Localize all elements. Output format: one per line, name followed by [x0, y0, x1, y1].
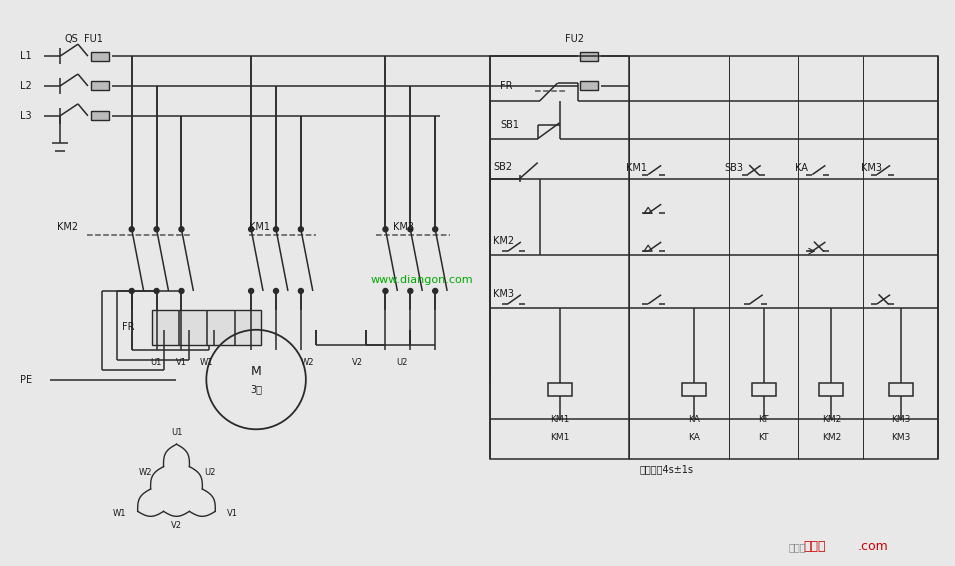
Bar — [91, 112, 109, 121]
Text: KA: KA — [795, 162, 808, 173]
Circle shape — [179, 289, 184, 293]
Text: W1: W1 — [113, 509, 126, 518]
Circle shape — [383, 289, 388, 293]
Text: V2: V2 — [352, 358, 363, 367]
Circle shape — [248, 227, 254, 231]
Text: KM2: KM2 — [821, 433, 841, 441]
Text: L1: L1 — [20, 51, 32, 61]
Text: 整定时间4s±1s: 整定时间4s±1s — [639, 464, 693, 474]
Text: FU2: FU2 — [564, 34, 584, 44]
Text: KA: KA — [688, 433, 700, 441]
Text: 接线图: 接线图 — [803, 540, 826, 553]
Bar — [682, 383, 706, 396]
Text: W2: W2 — [301, 358, 314, 367]
Bar — [819, 383, 843, 396]
Text: KM1: KM1 — [550, 415, 569, 424]
Text: U1: U1 — [150, 358, 161, 367]
Text: V1: V1 — [176, 358, 187, 367]
Circle shape — [248, 289, 254, 293]
Bar — [581, 82, 599, 91]
Text: KM3: KM3 — [393, 222, 414, 232]
Circle shape — [129, 227, 135, 231]
Text: V1: V1 — [227, 509, 238, 518]
Text: KM3: KM3 — [860, 162, 881, 173]
Text: U1: U1 — [171, 428, 182, 437]
Text: U2: U2 — [396, 358, 408, 367]
Circle shape — [298, 289, 304, 293]
Text: KM2: KM2 — [57, 222, 78, 232]
Circle shape — [433, 289, 437, 293]
Text: W1: W1 — [200, 358, 213, 367]
Text: www.diangon.com: www.diangon.com — [371, 275, 473, 285]
Text: W2: W2 — [139, 468, 153, 477]
Text: PE: PE — [20, 375, 32, 384]
Text: M: M — [251, 365, 262, 378]
Circle shape — [154, 227, 159, 231]
Text: 接线图: 接线图 — [789, 542, 806, 552]
Bar — [581, 52, 599, 61]
Circle shape — [433, 227, 437, 231]
Text: .com: .com — [859, 540, 889, 553]
Text: KT: KT — [758, 433, 769, 441]
Text: KM1: KM1 — [626, 162, 647, 173]
Circle shape — [298, 227, 304, 231]
Text: SB3: SB3 — [724, 162, 743, 173]
Text: L2: L2 — [20, 81, 32, 91]
Bar — [91, 82, 109, 91]
Circle shape — [129, 289, 135, 293]
Circle shape — [273, 227, 279, 231]
Bar — [752, 383, 775, 396]
Text: U2: U2 — [203, 468, 215, 477]
Bar — [889, 383, 913, 396]
Text: KM3: KM3 — [891, 415, 911, 424]
Circle shape — [408, 289, 413, 293]
Text: FR: FR — [499, 81, 513, 91]
Text: 3～: 3～ — [250, 384, 262, 395]
Text: KM2: KM2 — [493, 236, 514, 246]
Text: KT: KT — [758, 415, 769, 424]
Circle shape — [179, 227, 184, 231]
Bar — [152, 310, 261, 345]
Text: KM2: KM2 — [821, 415, 841, 424]
Bar — [547, 383, 571, 396]
Bar — [91, 52, 109, 61]
Circle shape — [154, 289, 159, 293]
Text: SB1: SB1 — [499, 120, 519, 130]
Circle shape — [273, 289, 279, 293]
Circle shape — [408, 227, 413, 231]
Text: SB2: SB2 — [493, 161, 512, 171]
Text: FR: FR — [121, 322, 135, 332]
Text: KM3: KM3 — [891, 433, 911, 441]
Text: V2: V2 — [171, 521, 182, 530]
Circle shape — [383, 227, 388, 231]
Text: L3: L3 — [20, 111, 32, 121]
Text: KA: KA — [688, 415, 700, 424]
Text: QS: QS — [64, 34, 77, 44]
Bar — [490, 56, 938, 459]
Text: KM3: KM3 — [493, 289, 514, 299]
Text: KM1: KM1 — [550, 433, 569, 441]
Text: KM1: KM1 — [249, 222, 270, 232]
Text: FU1: FU1 — [84, 34, 103, 44]
